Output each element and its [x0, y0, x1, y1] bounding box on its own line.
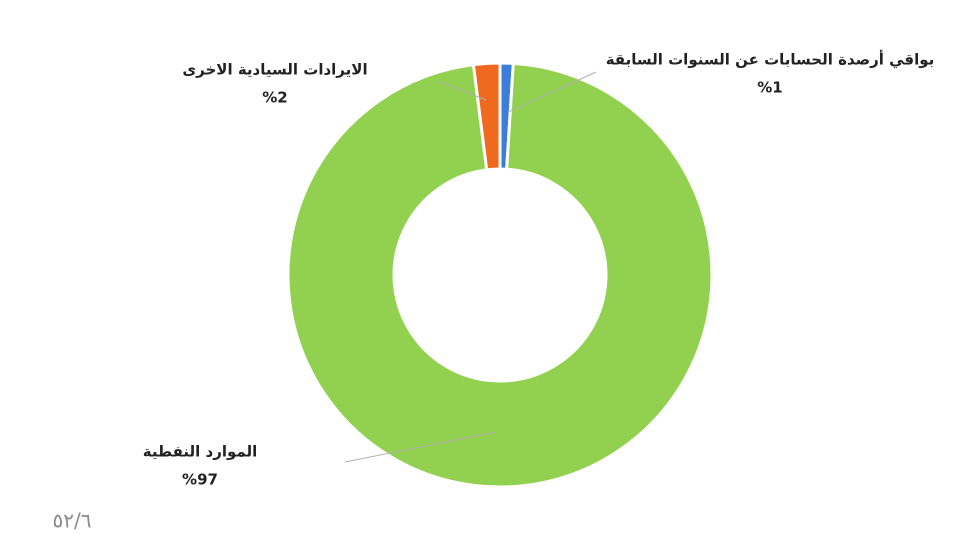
page-number: ٥٢/٦	[53, 509, 92, 533]
slice-label: الايرادات السيادية الاخرى	[182, 61, 367, 79]
slice-value-label: %97	[182, 471, 218, 489]
slice-value-label: %2	[262, 89, 287, 107]
slice-label: بواقي أرصدة الحسابات عن السنوات السابقة	[606, 50, 935, 69]
donut-slice	[286, 61, 714, 489]
donut-slice	[471, 61, 502, 172]
leader-line	[344, 431, 496, 463]
leader-line	[507, 71, 597, 113]
slice-value-label: %1	[757, 79, 782, 97]
slice-label: الموارد النفطية	[143, 443, 257, 461]
leader-line	[439, 81, 487, 101]
